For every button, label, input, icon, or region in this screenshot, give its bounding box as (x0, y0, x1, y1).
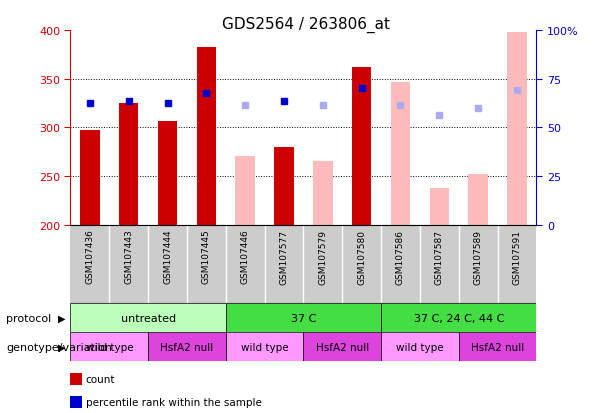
Text: 37 C, 24 C, 44 C: 37 C, 24 C, 44 C (414, 313, 504, 323)
Text: untreated: untreated (121, 313, 176, 323)
Bar (381, 332, 459, 361)
Bar (226, 332, 303, 361)
Bar (275, 147, 294, 225)
Bar (70, 304, 226, 332)
Bar (468, 175, 488, 225)
Text: 37 C: 37 C (291, 313, 316, 323)
Text: HsfA2 null: HsfA2 null (316, 342, 369, 352)
Text: GSM107444: GSM107444 (163, 229, 172, 283)
Text: protocol: protocol (6, 313, 51, 323)
Bar (430, 188, 449, 225)
Bar (381, 304, 536, 332)
Bar (80, 131, 99, 225)
Bar (507, 33, 527, 225)
Text: GSM107443: GSM107443 (124, 229, 133, 284)
Bar (197, 47, 216, 225)
Text: GSM107589: GSM107589 (474, 229, 482, 284)
Text: HsfA2 null: HsfA2 null (161, 342, 213, 352)
Text: wild type: wild type (241, 342, 289, 352)
Text: GSM107577: GSM107577 (280, 229, 289, 284)
Bar (226, 304, 381, 332)
Text: GDS2564 / 263806_at: GDS2564 / 263806_at (223, 17, 390, 33)
Text: genotype/variation: genotype/variation (6, 342, 112, 352)
Bar (119, 104, 139, 225)
Text: GSM107445: GSM107445 (202, 229, 211, 284)
Text: GSM107587: GSM107587 (435, 229, 444, 284)
Bar (459, 332, 536, 361)
Bar (148, 332, 226, 361)
Text: ▶: ▶ (58, 313, 66, 323)
Text: GSM107586: GSM107586 (396, 229, 405, 284)
Text: ▶: ▶ (58, 342, 66, 352)
Bar (313, 162, 333, 225)
Text: GSM107436: GSM107436 (85, 229, 94, 284)
Bar (235, 156, 255, 225)
Text: count: count (86, 374, 115, 384)
Text: GSM107591: GSM107591 (512, 229, 522, 284)
Text: wild type: wild type (396, 342, 444, 352)
Bar (303, 332, 381, 361)
Text: GSM107580: GSM107580 (357, 229, 366, 284)
Bar (391, 83, 410, 225)
Text: wild type: wild type (85, 342, 133, 352)
Bar (70, 332, 148, 361)
Bar (158, 121, 177, 225)
Bar (352, 68, 371, 225)
Text: GSM107579: GSM107579 (318, 229, 327, 284)
Text: percentile rank within the sample: percentile rank within the sample (86, 397, 262, 407)
Text: HsfA2 null: HsfA2 null (471, 342, 524, 352)
Text: GSM107446: GSM107446 (241, 229, 249, 284)
